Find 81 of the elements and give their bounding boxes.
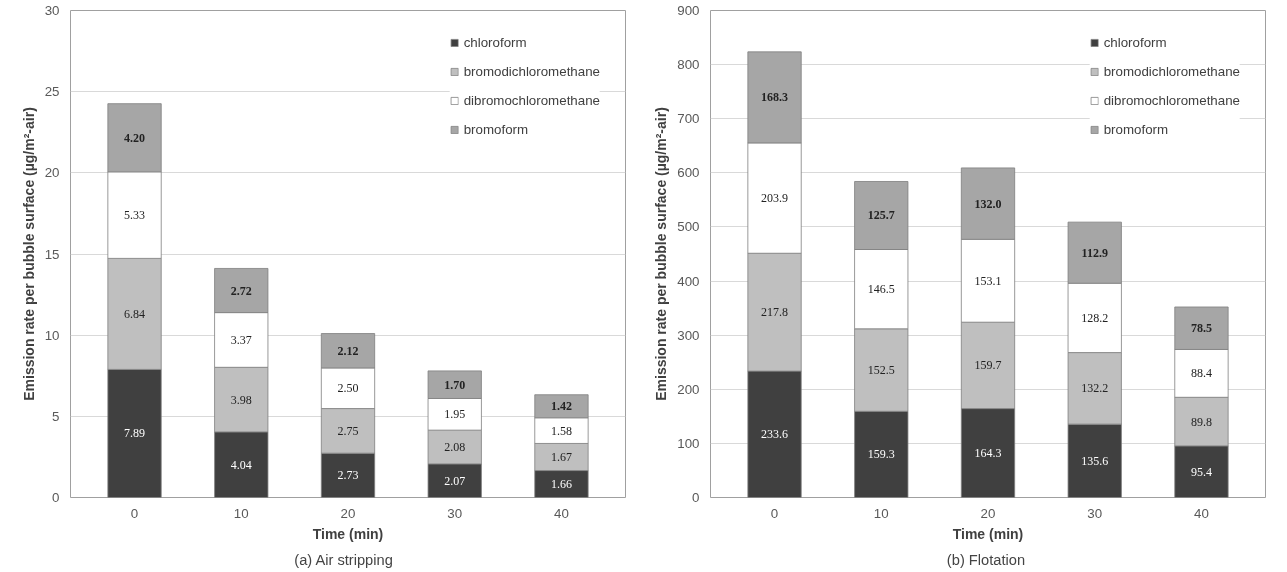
y-axis-title: Emission rate per bubble surface (µg/m²-air)	[20, 107, 37, 401]
data-label: 1.58	[550, 423, 572, 438]
x-tick-label: 40	[1194, 505, 1209, 521]
data-label: 125.7	[867, 208, 895, 223]
data-label: 217.8	[761, 305, 789, 320]
x-tick-label: 10	[233, 505, 249, 521]
data-label: 1.67	[550, 450, 572, 464]
data-label: 89.8	[1190, 414, 1212, 429]
data-label: 146.5	[867, 282, 895, 297]
x-tick-label: 0	[770, 505, 779, 521]
text: (b) Flotation	[946, 551, 1026, 568]
data-label: 164.3	[974, 446, 1002, 461]
legend-label: chloroform	[1103, 35, 1167, 50]
legend-label: bromoform	[1103, 122, 1169, 137]
data-label: 132.0	[974, 196, 1002, 211]
data-label: 1.70	[444, 377, 466, 392]
data-label: 3.98	[230, 392, 252, 407]
data-label: 159.7	[974, 358, 1002, 373]
data-label: 159.3	[867, 447, 895, 462]
y-tick-label: 700	[677, 111, 700, 127]
x-tick-label: 0	[130, 505, 139, 521]
x-tick-label: 30	[447, 505, 463, 521]
legend-label: bromodichloromethane	[463, 64, 600, 79]
y-tick-label: 200	[677, 381, 700, 397]
y-tick-label: 100	[677, 435, 700, 451]
data-label: 132.2	[1081, 381, 1109, 396]
y-tick-label: 600	[677, 165, 700, 181]
data-label: 112.9	[1081, 245, 1108, 260]
data-label: 1.95	[444, 407, 466, 422]
data-label: 152.5	[867, 363, 895, 378]
y-tick-label: 20	[44, 165, 60, 181]
data-label: 4.04	[230, 457, 252, 472]
legend-label: dibromochloromethane	[1103, 93, 1240, 108]
data-label: 7.89	[124, 426, 146, 441]
data-label: 2.07	[444, 473, 466, 488]
legend-label: bromodichloromethane	[1103, 64, 1240, 79]
data-label: 88.4	[1190, 366, 1212, 381]
data-label: 2.12	[337, 343, 359, 358]
data-label: 128.2	[1081, 310, 1109, 325]
legend-label: dibromochloromethane	[463, 93, 600, 108]
data-label: 233.6	[761, 427, 789, 442]
y-tick-label: 500	[677, 219, 700, 235]
y-axis-title: Emission rate per bubble surface (µg/m²-air)	[653, 107, 670, 401]
data-label: 153.1	[974, 273, 1002, 288]
y-tick-label: 0	[692, 490, 700, 505]
y-tick-label: 15	[44, 246, 60, 262]
legend-label: bromoform	[463, 122, 529, 137]
data-label: 4.20	[124, 130, 146, 145]
y-tick-label: 0	[52, 490, 60, 505]
y-tick-label: 30	[44, 3, 60, 18]
y-tick-label: 10	[44, 327, 60, 343]
data-label: 2.73	[337, 468, 359, 483]
data-label: 6.84	[124, 306, 146, 321]
data-label: 5.33	[124, 208, 146, 223]
data-label: 203.9	[761, 191, 789, 206]
x-axis-title: Time (min)	[312, 525, 384, 542]
data-label: 2.75	[337, 423, 359, 438]
y-tick-label: 400	[677, 273, 700, 289]
data-label: 2.72	[230, 283, 252, 298]
x-tick-label: 30	[1087, 505, 1103, 521]
y-tick-label: 300	[677, 327, 700, 343]
x-tick-label: 20	[980, 505, 996, 521]
x-tick-label: 10	[873, 505, 889, 521]
legend-label: chloroform	[463, 35, 527, 50]
data-label: 95.4	[1190, 464, 1212, 479]
y-tick-label: 5	[52, 408, 60, 424]
data-label: 2.50	[337, 381, 359, 396]
data-label: 1.42	[550, 399, 572, 414]
y-tick-label: 800	[677, 57, 700, 73]
x-tick-label: 40	[554, 505, 569, 521]
data-label: 2.08	[444, 440, 466, 455]
data-label: 1.66	[550, 477, 572, 492]
y-tick-label: 900	[677, 3, 700, 18]
data-label: 135.6	[1081, 453, 1109, 468]
data-label: 168.3	[761, 90, 789, 105]
data-label: 78.5	[1190, 321, 1212, 336]
x-tick-label: 20	[340, 505, 356, 521]
y-tick-label: 25	[44, 84, 60, 100]
x-axis-title: Time (min)	[952, 525, 1024, 542]
text: (a) Air stripping	[294, 551, 393, 568]
data-label: 3.37	[230, 332, 252, 347]
